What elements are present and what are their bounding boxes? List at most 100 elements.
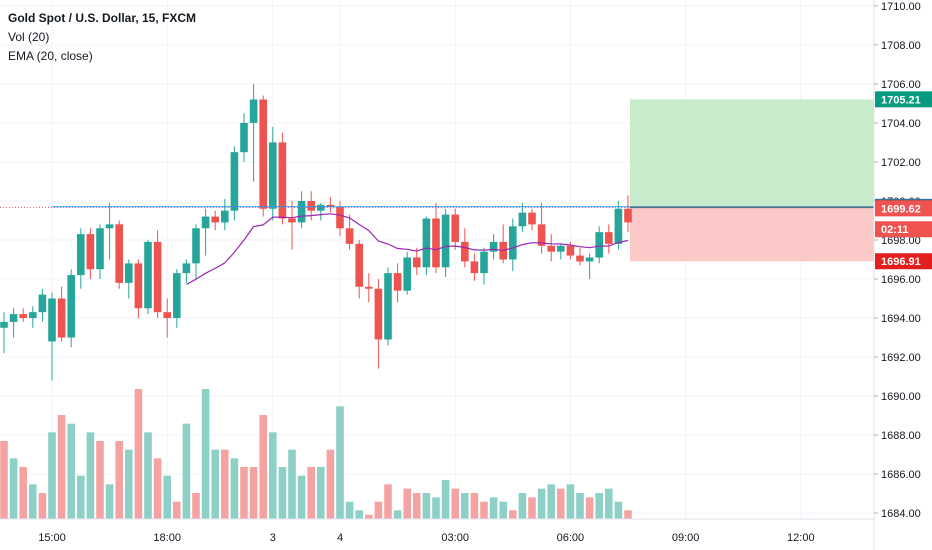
- candle-body: [336, 206, 344, 229]
- volume-bar: [537, 488, 546, 519]
- volume-bar: [307, 467, 315, 519]
- candle-body: [422, 218, 431, 268]
- x-tick-label: 15:00: [38, 532, 66, 544]
- candle-body: [115, 224, 123, 283]
- x-tick-label: 18:00: [153, 532, 181, 544]
- candle-body: [605, 232, 613, 244]
- volume-bar: [624, 510, 632, 519]
- volume-bar: [441, 480, 450, 519]
- volume-bar: [211, 449, 219, 519]
- volume-bar: [393, 510, 402, 519]
- candle-body: [0, 321, 8, 328]
- y-tick-label: 1696.00: [881, 274, 921, 286]
- volume-bar: [77, 475, 85, 519]
- volume-bar: [422, 493, 431, 519]
- legend-ema[interactable]: EMA (20, close): [8, 49, 93, 63]
- candle-body: [480, 251, 488, 274]
- volume-bar: [29, 484, 37, 519]
- y-tick-label: 1706.00: [881, 79, 921, 91]
- candle-body: [595, 232, 603, 258]
- y-tick-label: 1684.00: [881, 508, 921, 520]
- volume-bar: [240, 467, 248, 519]
- y-tick-label: 1704.00: [881, 118, 921, 130]
- candle-body: [307, 200, 315, 211]
- x-tick-label: 09:00: [672, 532, 700, 544]
- volume-bar: [509, 510, 517, 519]
- volume-bar: [259, 415, 267, 519]
- x-tick-label: 06:00: [557, 532, 585, 544]
- volume-bar: [576, 493, 584, 519]
- volume-bar: [115, 441, 123, 519]
- candle-body: [86, 234, 95, 270]
- volume-bar: [192, 493, 200, 519]
- candle-body: [269, 142, 277, 209]
- candle-body: [77, 234, 85, 276]
- candle-body: [374, 288, 383, 340]
- volume-bar: [38, 493, 47, 519]
- volume-bar: [518, 493, 527, 519]
- y-tick-label: 1686.00: [881, 469, 921, 481]
- volume-bar: [105, 484, 114, 519]
- candle-body: [105, 224, 114, 229]
- candle-body: [624, 208, 632, 223]
- volume-bar: [144, 432, 152, 519]
- candle-body: [576, 255, 584, 262]
- profit-zone: [630, 99, 874, 208]
- candle-body: [163, 312, 171, 319]
- volume-bar: [384, 484, 392, 519]
- candle-body: [489, 241, 498, 252]
- volume-bar: [134, 389, 143, 519]
- candle-body: [326, 204, 335, 207]
- volume-bar: [326, 449, 335, 519]
- volume-bar: [528, 497, 536, 519]
- grid: [0, 0, 874, 519]
- volume-bar: [230, 458, 239, 519]
- candle-body: [221, 210, 229, 223]
- candle-body: [259, 99, 267, 209]
- volume-bar: [153, 458, 162, 519]
- candles: [0, 83, 632, 381]
- volume-bar: [413, 493, 421, 519]
- candle-body: [9, 314, 18, 322]
- candle-body: [317, 204, 325, 211]
- y-tick-label: 1702.00: [881, 157, 921, 169]
- price-badge: [875, 221, 932, 238]
- x-tick-label: 03:00: [441, 532, 469, 544]
- candle-body: [518, 212, 527, 227]
- volume-bar: [614, 501, 623, 519]
- volume-bar: [374, 501, 383, 519]
- candle-body: [134, 263, 143, 309]
- candle-body: [144, 241, 152, 309]
- candle-body: [528, 212, 536, 225]
- y-tick-label: 1692.00: [881, 352, 921, 364]
- volume-bar: [163, 475, 171, 519]
- price-badge: [875, 200, 932, 217]
- legend-vol[interactable]: Vol (20): [8, 30, 50, 44]
- candle-body: [96, 228, 104, 270]
- candle-body: [557, 245, 565, 252]
- volume-bar: [269, 432, 277, 519]
- position-zones[interactable]: [630, 99, 874, 262]
- price-badge-label: 1705.21: [881, 94, 921, 106]
- legend: Gold Spot / U.S. Dollar, 15, FXCM Vol (2…: [8, 9, 196, 66]
- candle-body: [413, 257, 421, 268]
- volume-bar: [432, 497, 440, 519]
- candle-body: [125, 263, 133, 283]
- volume-bar: [288, 449, 296, 519]
- candle-body: [566, 245, 575, 256]
- candle-body: [230, 152, 239, 211]
- x-tick-label: 3: [270, 532, 276, 544]
- volume-bar: [173, 501, 181, 519]
- y-tick-label: 1708.00: [881, 40, 921, 52]
- price-badge-label: 1699.62: [881, 203, 921, 215]
- price-lines: [0, 206, 874, 209]
- price-badge: [875, 253, 932, 270]
- volume-bar: [48, 432, 56, 519]
- volume-bar: [67, 423, 75, 519]
- candle-body: [19, 314, 27, 319]
- legend-title[interactable]: Gold Spot / U.S. Dollar, 15, FXCM: [8, 11, 197, 25]
- candle-body: [441, 214, 450, 268]
